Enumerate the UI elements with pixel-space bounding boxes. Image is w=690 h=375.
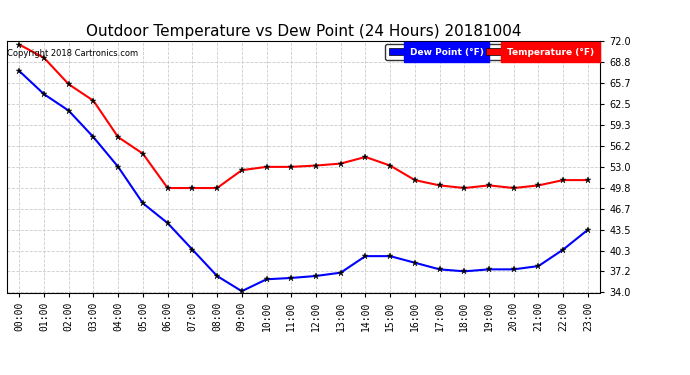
Text: Copyright 2018 Cartronics.com: Copyright 2018 Cartronics.com — [8, 49, 139, 58]
Title: Outdoor Temperature vs Dew Point (24 Hours) 20181004: Outdoor Temperature vs Dew Point (24 Hou… — [86, 24, 522, 39]
Legend: Dew Point (°F), Temperature (°F): Dew Point (°F), Temperature (°F) — [385, 44, 598, 60]
